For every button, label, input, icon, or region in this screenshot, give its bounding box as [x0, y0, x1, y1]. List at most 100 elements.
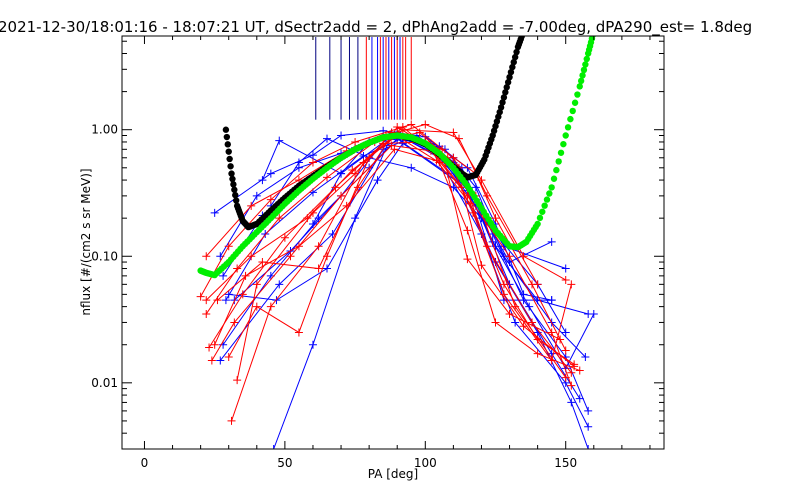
- fit-point: [574, 91, 581, 98]
- fit-point: [227, 163, 234, 170]
- fit-point: [507, 68, 515, 76]
- fit-point: [231, 186, 238, 193]
- data-point: [567, 381, 576, 390]
- data-point: [233, 264, 242, 273]
- data-point: [196, 292, 205, 301]
- data-point: [483, 191, 492, 200]
- data-point: [351, 214, 360, 223]
- data-point: [286, 252, 295, 261]
- fit-point: [560, 140, 567, 148]
- data-point: [519, 322, 528, 331]
- fit-point: [503, 84, 510, 91]
- fit-point: [497, 104, 505, 111]
- data-point: [463, 255, 472, 264]
- data-point: [525, 302, 534, 311]
- data-point: [216, 356, 225, 365]
- data-point: [575, 366, 584, 375]
- fit-point: [571, 99, 579, 106]
- fit-point: [546, 190, 553, 197]
- series-layer: [196, 120, 598, 449]
- data-point: [308, 208, 317, 217]
- data-point: [323, 134, 332, 143]
- data-point: [202, 252, 211, 261]
- x-tick-label: 0: [141, 456, 149, 470]
- data-point: [258, 176, 267, 185]
- data-series: [269, 131, 598, 449]
- fit-point: [511, 53, 519, 61]
- data-series: [233, 128, 584, 385]
- data-point: [407, 120, 416, 129]
- data-point: [219, 271, 228, 280]
- series-line: [236, 131, 580, 381]
- data-point: [533, 335, 542, 344]
- fit-point: [553, 166, 560, 174]
- fit-point: [534, 220, 541, 228]
- fit-point: [224, 141, 231, 148]
- plot-area: 0 50 100 150 0.01 0.10 1.00: [91, 35, 665, 470]
- data-point: [207, 356, 216, 365]
- data-point: [294, 328, 303, 337]
- data-point: [252, 191, 261, 200]
- fit-point: [557, 149, 565, 156]
- data-series: [207, 141, 576, 390]
- data-point: [359, 158, 368, 167]
- data-point: [567, 280, 576, 289]
- data-point: [567, 368, 576, 377]
- data-point: [351, 137, 360, 146]
- data-point: [561, 264, 570, 273]
- data-point: [213, 296, 222, 305]
- x-tick-label: 150: [554, 456, 577, 470]
- data-point: [252, 302, 261, 311]
- fit-point: [577, 77, 585, 85]
- data-point: [337, 131, 346, 140]
- data-point: [275, 214, 284, 223]
- data-series: [221, 133, 584, 403]
- data-point: [421, 120, 430, 129]
- data-point: [294, 158, 303, 167]
- fit-point: [548, 184, 555, 191]
- data-point: [224, 352, 233, 361]
- fit-point: [500, 94, 508, 101]
- fit-point: [223, 133, 231, 141]
- data-point: [581, 352, 590, 361]
- data-point: [238, 290, 247, 299]
- data-point: [258, 258, 267, 267]
- data-series: [227, 125, 570, 425]
- data-point: [407, 163, 416, 172]
- data-point: [308, 158, 317, 167]
- fit-curve: [197, 36, 596, 279]
- data-point: [230, 318, 239, 327]
- fit-point: [222, 126, 230, 133]
- data-point: [373, 176, 382, 185]
- data-point: [247, 201, 256, 210]
- fit-point: [576, 83, 583, 90]
- x-axis-label: PA [deg]: [368, 467, 418, 481]
- data-point: [275, 280, 284, 289]
- fit-point: [569, 107, 576, 115]
- data-point: [393, 123, 402, 132]
- data-point: [337, 191, 346, 200]
- data-point: [584, 406, 593, 415]
- data-point: [280, 233, 289, 242]
- data-point: [224, 290, 233, 299]
- fit-point: [580, 66, 588, 74]
- fit-point: [541, 202, 548, 209]
- y-tick-label: 1.00: [91, 123, 118, 137]
- axis-ticks: 0 50 100 150 0.01 0.10 1.00: [91, 36, 664, 470]
- fit-point: [233, 197, 240, 204]
- series-line: [228, 142, 589, 449]
- data-point: [353, 183, 362, 192]
- data-point: [314, 264, 323, 273]
- data-point: [505, 309, 514, 318]
- fit-point: [232, 191, 239, 199]
- data-point: [499, 290, 508, 299]
- y-tick-label: 0.10: [91, 249, 118, 263]
- plot-frame: [121, 35, 665, 450]
- data-point: [533, 280, 542, 289]
- data-point: [261, 229, 270, 238]
- series-line: [205, 131, 572, 374]
- data-point: [247, 252, 256, 261]
- data-point: [314, 242, 323, 251]
- fit-point: [504, 79, 512, 86]
- fit-point: [583, 55, 590, 63]
